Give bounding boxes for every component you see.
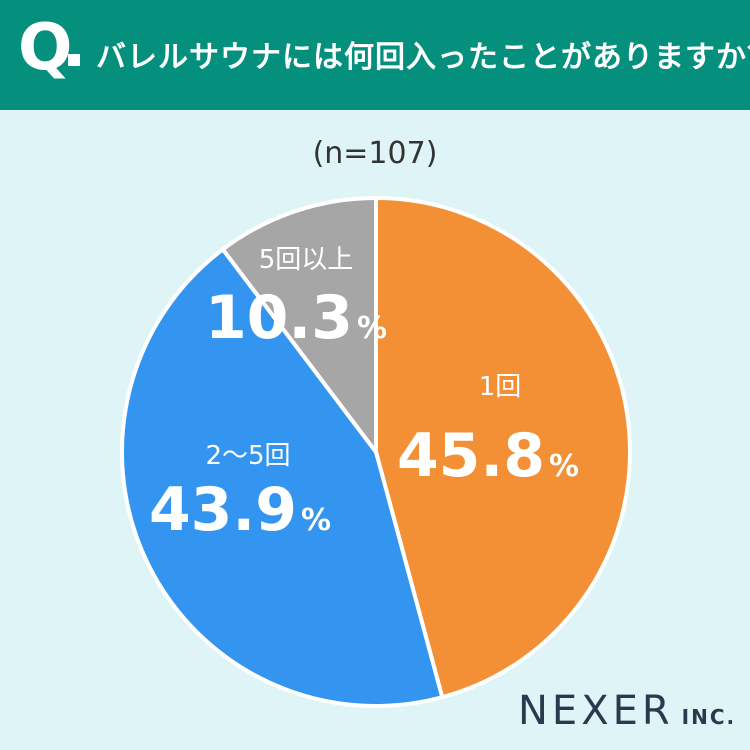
slice-label: 1回: [479, 372, 522, 402]
question-header: Q バレルサウナには何回入ったことがありますか？: [0, 0, 750, 110]
slice-label: 5回以上: [259, 245, 354, 275]
pie-slice: [374, 196, 632, 700]
q-dot-icon: [68, 54, 80, 66]
sample-size: (n=107): [312, 136, 438, 171]
slice-value: 45.8%: [397, 421, 579, 491]
q-label: Q: [18, 11, 73, 85]
logo-main: NEXER: [518, 688, 674, 734]
question-text: バレルサウナには何回入ったことがありますか？: [96, 40, 750, 75]
company-logo: NEXER INC.: [518, 688, 736, 734]
pie-slice: [120, 247, 445, 708]
logo-sub: INC.: [681, 705, 737, 729]
slice-value: 43.9%: [149, 475, 331, 545]
pie-slice: [220, 196, 378, 454]
slice-label: 2〜5回: [205, 441, 290, 471]
slice-value: 10.3%: [205, 283, 387, 353]
